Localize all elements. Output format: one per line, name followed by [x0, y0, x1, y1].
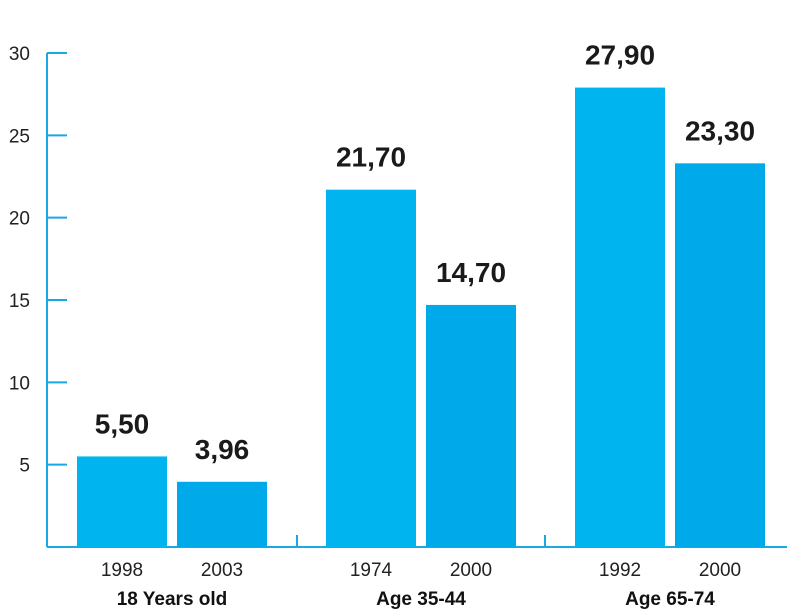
bar: [426, 304, 516, 547]
bar-year-label: 2000: [699, 560, 741, 581]
bar: [326, 189, 416, 547]
bar-year-label: 1974: [350, 560, 393, 581]
group-label: 18 Years old: [117, 589, 228, 610]
group-label: Age 35-44: [376, 589, 466, 610]
bar: [575, 87, 665, 547]
chart-labels: 5,50 1998 3,96 2003 18 Years old 21,70 1974 14,…: [95, 40, 755, 610]
chart-axes: 5 10 15 20 25 30: [9, 44, 787, 548]
bar-value-label: 14,70: [436, 257, 506, 288]
bar-value-label: 3,96: [195, 434, 250, 465]
bar-year-label: 1998: [101, 560, 143, 581]
bar-value-label: 27,90: [585, 40, 655, 71]
y-tick-label: 15: [9, 291, 30, 312]
y-tick-label: 5: [19, 456, 30, 477]
y-tick-label: 25: [9, 126, 30, 147]
bar-value-label: 21,70: [336, 142, 406, 173]
bar: [77, 456, 167, 547]
bar-year-label: 1992: [599, 560, 641, 581]
bar-value-label: 5,50: [95, 408, 150, 439]
y-tick-label: 30: [9, 44, 30, 65]
bar: [177, 481, 267, 547]
bar: [675, 163, 765, 547]
chart-bars: [77, 87, 765, 547]
bar-year-label: 2003: [201, 560, 243, 581]
bar-year-label: 2000: [450, 560, 492, 581]
y-tick-label: 10: [9, 373, 30, 394]
y-tick-label: 20: [9, 209, 30, 230]
group-label: Age 65-74: [625, 589, 715, 610]
bar-value-label: 23,30: [685, 115, 755, 146]
